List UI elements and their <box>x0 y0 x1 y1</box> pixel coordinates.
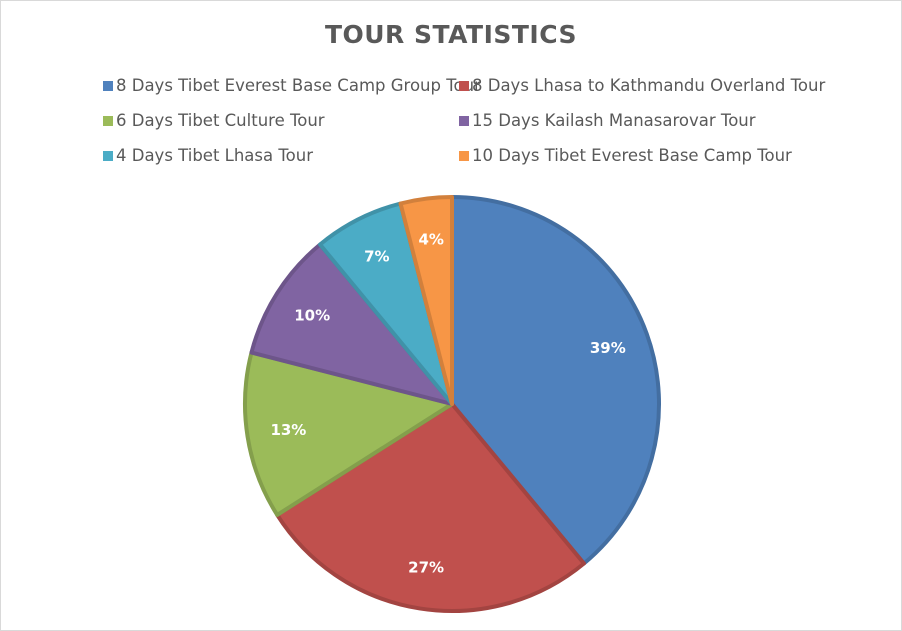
slice-label: 4% <box>418 231 443 249</box>
legend-swatch <box>459 80 469 91</box>
legend-label: 4 Days Tibet Lhasa Tour <box>116 146 313 165</box>
pie-slice <box>398 195 454 406</box>
slice-label: 10% <box>294 306 330 324</box>
legend-label: 8 Days Lhasa to Kathmandu Overland Tour <box>472 76 826 95</box>
legend-swatch <box>459 150 469 161</box>
chart-title: TOUR STATISTICS <box>324 20 578 49</box>
legend-label: 10 Days Tibet Everest Base Camp Tour <box>472 146 792 165</box>
legend-swatch <box>103 80 113 91</box>
legend-item: 6 Days Tibet Culture Tour <box>103 111 325 130</box>
pie-slice <box>243 350 454 517</box>
legend-item: 8 Days Lhasa to Kathmandu Overland Tour <box>459 76 825 95</box>
legend-item: 15 Days Kailash Manasarovar Tour <box>459 111 756 130</box>
legend-label: 8 Days Tibet Everest Base Camp Group Tou… <box>116 76 481 95</box>
legend-item: 8 Days Tibet Everest Base Camp Group Tou… <box>103 76 481 95</box>
slice-label: 27% <box>408 559 444 577</box>
chart-legend: 8 Days Tibet Everest Base Camp Group Tou… <box>0 0 902 180</box>
legend-swatch <box>459 115 469 126</box>
pie-slice <box>249 242 454 406</box>
legend-label: 15 Days Kailash Manasarovar Tour <box>472 111 756 130</box>
legend-swatch <box>103 150 113 161</box>
slice-label: 13% <box>270 421 306 439</box>
slice-label: 39% <box>590 339 626 357</box>
pie-slice <box>450 195 661 566</box>
pie-slice <box>275 402 586 613</box>
legend-label: 6 Days Tibet Culture Tour <box>116 111 325 130</box>
slice-label: 7% <box>364 247 389 265</box>
legend-item: 10 Days Tibet Everest Base Camp Tour <box>459 146 792 165</box>
legend-swatch <box>103 115 113 126</box>
legend-item: 4 Days Tibet Lhasa Tour <box>103 146 313 165</box>
